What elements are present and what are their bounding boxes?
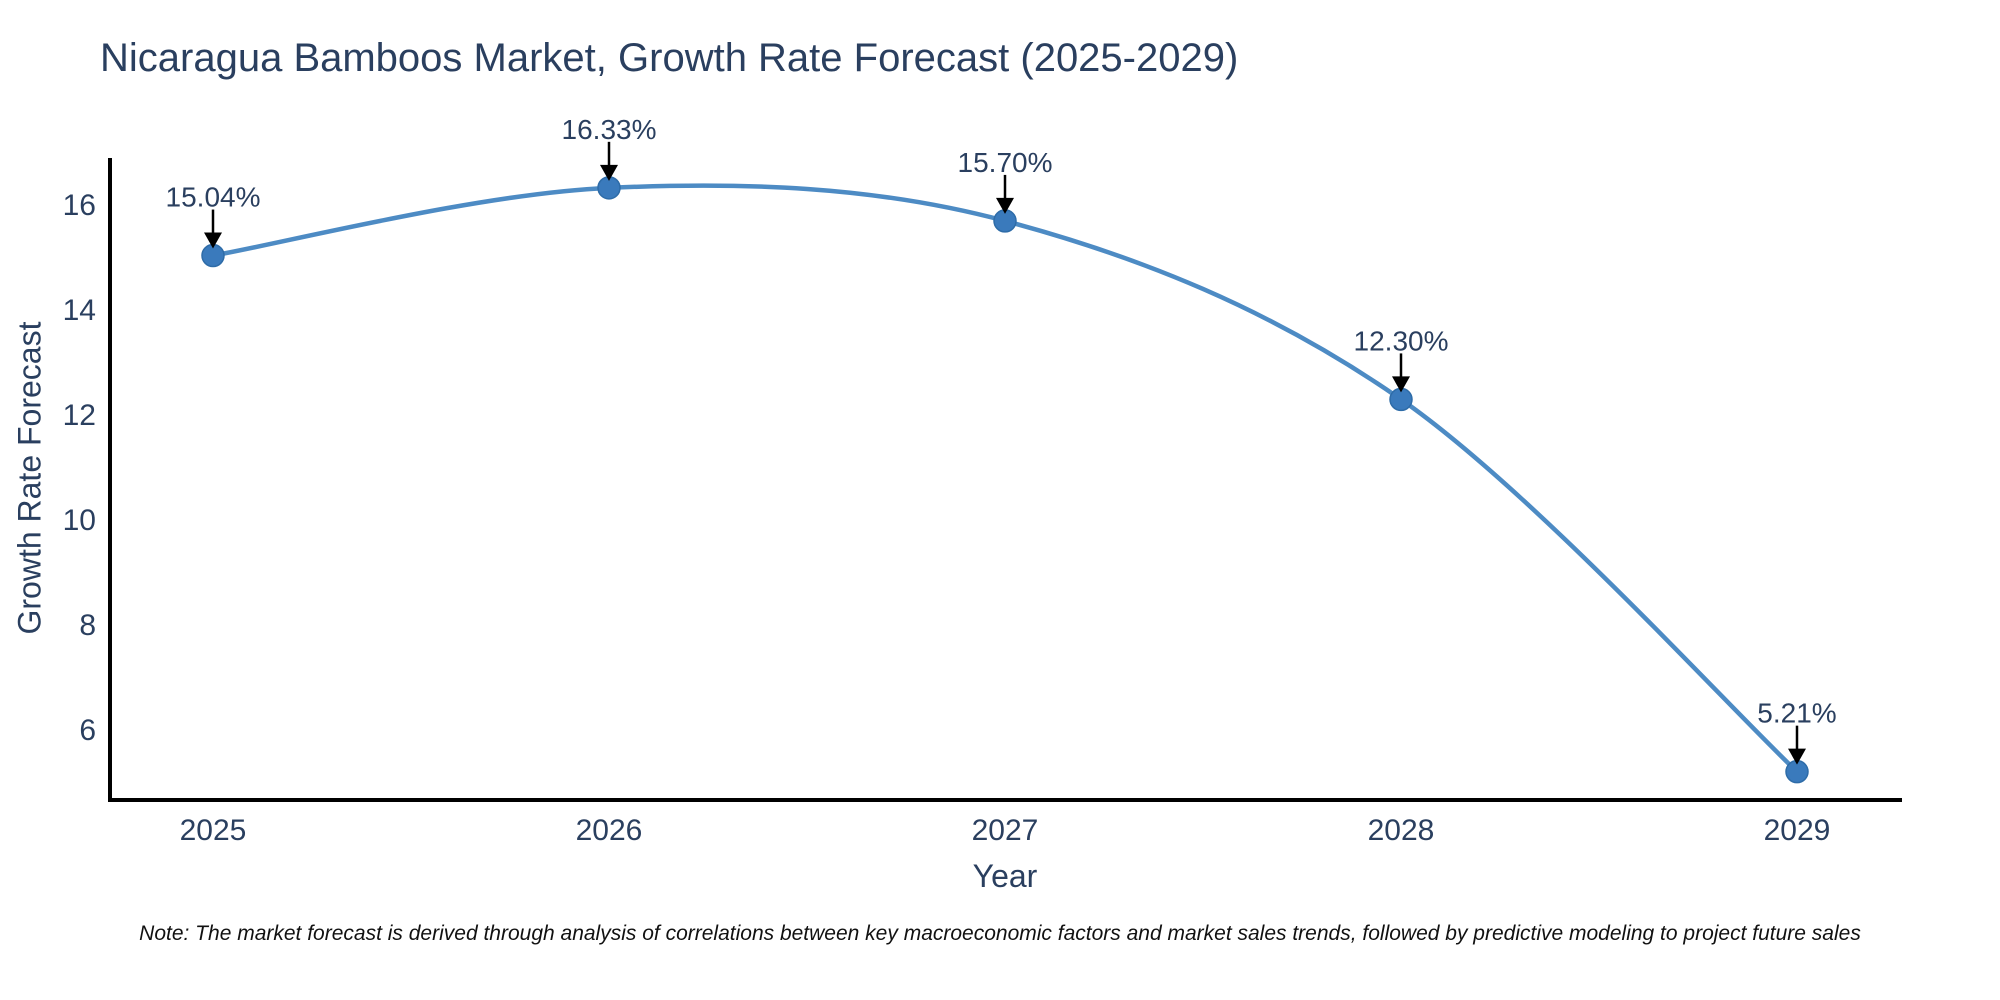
y-tick-label-16: 16 bbox=[63, 189, 96, 222]
chart-title: Nicaragua Bamboos Market, Growth Rate Fo… bbox=[100, 36, 1239, 80]
annotation-label-2028: 12.30% bbox=[1354, 325, 1449, 356]
annotation-arrowhead bbox=[204, 232, 222, 249]
y-tick-label-8: 8 bbox=[79, 609, 96, 642]
footnote: Note: The market forecast is derived thr… bbox=[139, 922, 1861, 945]
annotation-label-2025: 15.04% bbox=[166, 182, 261, 213]
forecast-line bbox=[210, 183, 1800, 774]
x-axis-title: Year bbox=[972, 858, 1038, 894]
y-tick-label-14: 14 bbox=[63, 294, 96, 327]
x-tick-label-2028: 2028 bbox=[1368, 814, 1435, 847]
y-tick-label-6: 6 bbox=[79, 714, 96, 747]
annotation-arrowhead bbox=[1392, 376, 1410, 393]
annotation-label-2026: 16.33% bbox=[562, 114, 657, 145]
x-tick-label-2026: 2026 bbox=[576, 814, 643, 847]
annotation-arrowhead bbox=[1788, 748, 1806, 765]
y-tick-label-12: 12 bbox=[63, 399, 96, 432]
x-tick-label-2025: 2025 bbox=[180, 814, 247, 847]
y-tick-label-10: 10 bbox=[63, 504, 96, 537]
annotation-label-2027: 15.70% bbox=[958, 147, 1053, 178]
annotation-label-2029: 5.21% bbox=[1757, 698, 1836, 729]
x-tick-label-2027: 2027 bbox=[972, 814, 1039, 847]
annotation-arrowhead bbox=[600, 164, 618, 181]
x-tick-label-2029: 2029 bbox=[1764, 814, 1831, 847]
annotation-arrowhead bbox=[996, 197, 1014, 214]
